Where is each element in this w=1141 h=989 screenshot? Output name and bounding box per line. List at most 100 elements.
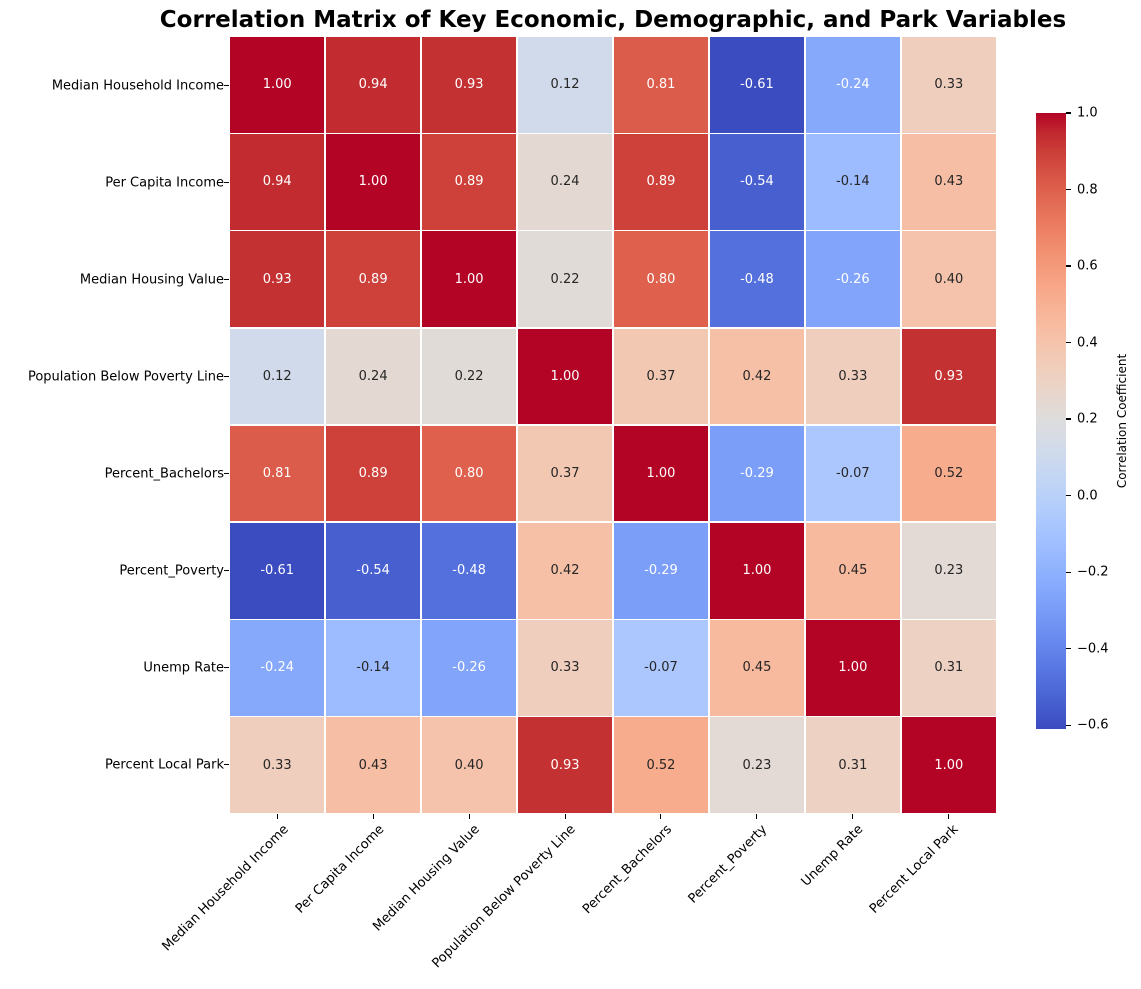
heatmap-cell: 0.40 — [901, 231, 996, 327]
heatmap-cell: 1.00 — [517, 328, 613, 425]
colorbar-tick-mark — [1066, 188, 1071, 191]
colorbar-tick-mark — [1066, 648, 1071, 650]
x-tick-label: Unemp Rate — [798, 822, 866, 890]
x-tick-mark — [564, 814, 566, 819]
colorbar-tick-label: 0.6 — [1077, 258, 1098, 274]
heatmap-cell: 0.45 — [709, 620, 805, 716]
heatmap-cell: 0.93 — [230, 231, 325, 327]
x-tick-label: Percent Local Park — [867, 822, 962, 917]
heatmap-cell: 0.89 — [613, 134, 709, 230]
heatmap-cell: 0.93 — [421, 37, 517, 133]
y-tick-mark — [224, 375, 229, 378]
colorbar-tick-label: 0.0 — [1077, 488, 1098, 504]
y-tick-label: Median Household Income — [51, 78, 224, 93]
heatmap-cell: 0.52 — [901, 425, 996, 522]
heatmap-cell: -0.54 — [325, 522, 421, 619]
heatmap-cell: -0.26 — [805, 231, 901, 327]
heatmap-cell: -0.54 — [709, 134, 805, 230]
heatmap-cell: 0.33 — [230, 717, 325, 813]
heatmap-cell: 0.81 — [230, 425, 325, 522]
heatmap-cell: -0.07 — [805, 425, 901, 522]
heatmap-cell: 1.00 — [613, 425, 709, 522]
heatmap-cell: 0.22 — [421, 328, 517, 425]
heatmap-cell: 0.24 — [325, 328, 421, 425]
x-tick-label: Percent_Bachelors — [579, 822, 675, 918]
heatmap-cell: 0.23 — [901, 522, 996, 619]
colorbar-tick-mark — [1066, 265, 1071, 267]
heatmap-cell: -0.61 — [230, 522, 325, 619]
x-tick-mark — [660, 814, 662, 819]
heatmap-cell: 0.33 — [901, 37, 996, 133]
x-tick-label: Median Housing Value — [370, 822, 483, 935]
y-tick-label: Unemp Rate — [143, 660, 224, 675]
heatmap-cell: 1.00 — [901, 717, 996, 813]
heatmap-grid: 1.00 0.94 0.93 0.12 0.81 -0.61 -0.24 0.33 0.94 1.… — [230, 37, 996, 813]
y-tick-mark — [224, 84, 229, 87]
heatmap-cell: 0.24 — [517, 134, 613, 230]
heatmap-cell: 0.43 — [325, 717, 421, 813]
heatmap-cell: 0.80 — [421, 425, 517, 522]
heatmap-cell: 0.89 — [325, 425, 421, 522]
colorbar-tick-label: 0.2 — [1077, 411, 1098, 427]
heatmap-cell: 1.00 — [230, 37, 325, 133]
heatmap-cell: -0.07 — [613, 620, 709, 716]
colorbar-gradient — [1036, 113, 1066, 729]
x-tick-label: Per Capita Income — [292, 822, 388, 917]
heatmap-cell: 0.37 — [517, 425, 613, 522]
heatmap-cell: 0.80 — [613, 231, 709, 327]
heatmap-cell: -0.26 — [421, 620, 517, 716]
colorbar-tick-mark — [1066, 724, 1071, 726]
heatmap-cell: 0.37 — [613, 328, 709, 425]
y-tick-label: Percent_Bachelors — [104, 466, 224, 481]
x-tick-label: Median Household Income — [159, 822, 292, 955]
heatmap-cell: 0.89 — [325, 231, 421, 327]
heatmap-cell: 0.22 — [517, 231, 613, 327]
colorbar-tick-mark — [1066, 418, 1071, 420]
heatmap-cell: 0.45 — [805, 522, 901, 619]
colorbar-tick-mark — [1066, 112, 1071, 114]
y-tick-mark — [224, 181, 229, 184]
x-tick-mark — [468, 814, 470, 819]
heatmap-cell: 0.52 — [613, 717, 709, 813]
heatmap-cell: 0.33 — [805, 328, 901, 425]
heatmap-cell: -0.48 — [421, 522, 517, 619]
heatmap-cell: 1.00 — [709, 522, 805, 619]
y-tick-mark — [224, 472, 229, 475]
heatmap-cell: 0.12 — [230, 328, 325, 425]
colorbar-tick-label: 0.4 — [1077, 335, 1098, 351]
y-tick-mark — [224, 569, 229, 572]
heatmap-cell: 0.33 — [517, 620, 613, 716]
heatmap-cell: 0.93 — [901, 328, 996, 425]
heatmap-cell: 1.00 — [421, 231, 517, 327]
colorbar-tick-label: 1.0 — [1077, 105, 1098, 121]
heatmap-cell: -0.14 — [325, 620, 421, 716]
heatmap-cell: -0.48 — [709, 231, 805, 327]
heatmap-cell: -0.24 — [230, 620, 325, 716]
heatmap-cell: 0.31 — [805, 717, 901, 813]
colorbar-tick-mark — [1066, 571, 1071, 573]
heatmap-cell: 0.31 — [901, 620, 996, 716]
heatmap-cell: 0.40 — [421, 717, 517, 813]
colorbar-tick-label: −0.4 — [1077, 641, 1109, 657]
heatmap-cell: -0.29 — [709, 425, 805, 522]
colorbar-tick-mark — [1066, 341, 1071, 344]
chart-title: Correlation Matrix of Key Economic, Demo… — [159, 7, 1067, 33]
heatmap-cell: 0.81 — [613, 37, 709, 133]
y-tick-label: Per Capita Income — [105, 175, 224, 190]
colorbar-tick-mark — [1066, 495, 1071, 497]
heatmap-cell: -0.29 — [613, 522, 709, 619]
heatmap-cell: 1.00 — [805, 620, 901, 716]
colorbar-tick-label: 0.8 — [1077, 182, 1098, 198]
heatmap-cell: 0.42 — [709, 328, 805, 425]
x-tick-label: Percent_Poverty — [685, 822, 771, 907]
x-tick-mark — [277, 814, 279, 819]
heatmap-cell: -0.61 — [709, 37, 805, 133]
y-tick-mark — [224, 763, 229, 766]
heatmap-cell: 0.94 — [230, 134, 325, 230]
y-tick-label: Percent_Poverty — [119, 563, 224, 578]
heatmap-cell: 0.23 — [709, 717, 805, 813]
y-tick-mark — [224, 666, 229, 669]
colorbar-axis-label: Correlation Coefficient — [1115, 353, 1129, 489]
heatmap-cell: 0.42 — [517, 522, 613, 619]
